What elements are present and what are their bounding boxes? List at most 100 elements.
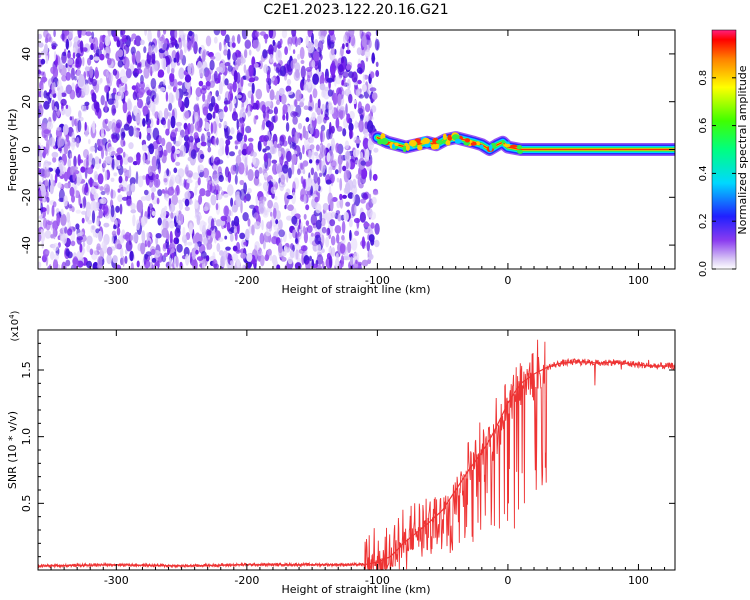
- noise-cell: [76, 236, 84, 241]
- noise-cell: [297, 53, 301, 60]
- noise-cell: [270, 211, 273, 217]
- noise-cell: [349, 256, 354, 266]
- noise-cell: [211, 230, 216, 239]
- noise-cell: [236, 94, 242, 99]
- noise-cell: [368, 113, 372, 123]
- noise-cell: [311, 151, 315, 161]
- noise-cell: [267, 158, 272, 167]
- noise-cell: [294, 99, 298, 107]
- noise-cell: [170, 243, 176, 248]
- noise-cell: [341, 234, 345, 241]
- noise-cell: [268, 121, 274, 132]
- tone-blob: [435, 139, 444, 144]
- noise-cell: [147, 109, 151, 120]
- noise-cell: [65, 71, 71, 81]
- noise-cell: [94, 66, 99, 80]
- noise-cell: [178, 213, 184, 225]
- noise-cell: [208, 103, 214, 112]
- noise-cell: [96, 264, 103, 269]
- noise-cell: [133, 39, 137, 45]
- noise-cell: [294, 243, 302, 250]
- noise-cell: [315, 219, 322, 230]
- noise-cell: [291, 215, 298, 225]
- noise-cell: [274, 195, 278, 201]
- tone-blob: [408, 139, 417, 147]
- noise-cell: [110, 177, 115, 182]
- noise-cell: [244, 156, 248, 168]
- noise-cell: [122, 168, 128, 174]
- noise-cell: [348, 219, 353, 228]
- noise-cell: [278, 87, 285, 97]
- noise-cell: [314, 39, 319, 48]
- noise-cell: [316, 254, 324, 265]
- noise-cell: [99, 53, 105, 61]
- noise-cell: [223, 193, 229, 198]
- noise-cell: [224, 34, 230, 44]
- noise-cell: [140, 59, 147, 68]
- noise-cell: [328, 30, 335, 36]
- noise-cell: [286, 90, 294, 95]
- noise-cell: [175, 186, 180, 193]
- noise-cell: [100, 197, 107, 205]
- noise-cell: [184, 96, 190, 109]
- noise-cell: [112, 108, 117, 114]
- y-tick-label: 0: [20, 146, 33, 153]
- noise-cell: [145, 194, 152, 202]
- noise-cell: [275, 162, 282, 174]
- noise-cell: [352, 192, 356, 203]
- noise-cell: [349, 128, 353, 140]
- noise-cell: [212, 174, 218, 179]
- noise-cell: [365, 148, 370, 160]
- noise-cell: [336, 200, 341, 209]
- noise-cell: [67, 228, 73, 236]
- noise-cell: [231, 35, 235, 43]
- noise-cell: [215, 90, 219, 97]
- noise-cell: [323, 30, 328, 36]
- noise-cell: [345, 42, 349, 48]
- x-tick-label: -100: [365, 274, 390, 287]
- noise-cell: [320, 124, 326, 132]
- tone-blob: [454, 138, 462, 144]
- noise-cell: [147, 213, 151, 220]
- noise-cell: [140, 196, 147, 201]
- noise-cell: [269, 53, 274, 63]
- noise-cell: [300, 245, 308, 252]
- noise-cell: [46, 204, 50, 215]
- noise-cell: [235, 194, 242, 208]
- noise-cell: [51, 45, 57, 50]
- noise-cell: [97, 173, 104, 185]
- noise-cell: [354, 139, 361, 144]
- noise-cell: [314, 196, 319, 203]
- noise-cell: [319, 172, 323, 177]
- noise-cell: [51, 179, 55, 190]
- noise-cell: [114, 239, 121, 250]
- tone-blob: [517, 149, 524, 154]
- noise-cell: [302, 169, 306, 175]
- y-tick-label: 0.5: [20, 495, 33, 513]
- noise-cell: [368, 234, 375, 243]
- noise-cell: [307, 74, 311, 83]
- noise-cell: [366, 240, 370, 252]
- noise-cell: [117, 49, 124, 58]
- noise-cell: [263, 152, 268, 163]
- noise-cell: [128, 125, 134, 137]
- noise-cell: [339, 193, 343, 201]
- noise-cell: [227, 135, 233, 140]
- noise-cell: [267, 199, 273, 209]
- noise-cell: [307, 106, 313, 111]
- noise-cell: [63, 195, 68, 207]
- tone-blob: [405, 144, 410, 151]
- noise-cell: [228, 209, 232, 217]
- noise-cell: [370, 71, 375, 79]
- noise-cell: [321, 103, 325, 112]
- noise-cell: [230, 197, 234, 207]
- noise-cell: [140, 39, 145, 45]
- noise-cell: [227, 184, 234, 196]
- noise-cell: [158, 110, 163, 121]
- noise-cell: [357, 101, 362, 112]
- noise-cell: [129, 250, 134, 262]
- noise-cell: [266, 221, 272, 229]
- noise-cell: [257, 250, 263, 257]
- noise-cell: [349, 229, 352, 242]
- noise-cell: [136, 68, 143, 74]
